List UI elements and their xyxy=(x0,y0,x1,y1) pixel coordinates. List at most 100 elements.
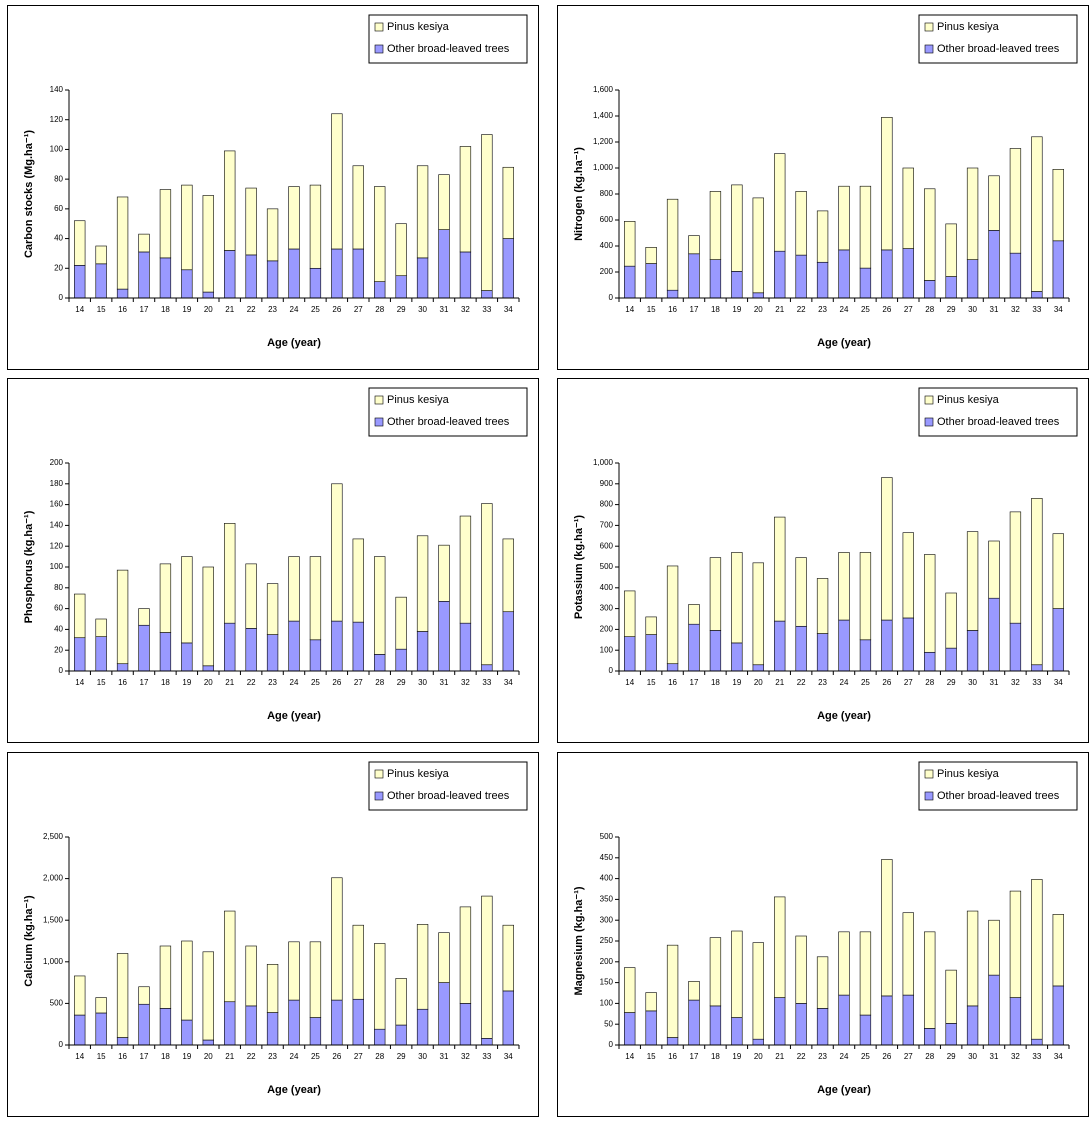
x-axis-label: Age (year) xyxy=(267,337,321,349)
y-tick-label: 700 xyxy=(600,521,614,530)
bar-segment xyxy=(752,664,764,672)
x-tick-label: 27 xyxy=(354,305,363,314)
y-tick-label: 150 xyxy=(600,978,614,987)
x-tick-label: 32 xyxy=(461,305,470,314)
x-tick-label: 28 xyxy=(925,305,934,314)
bar-segment xyxy=(74,265,86,299)
bar-segment xyxy=(816,261,829,299)
bar-segment xyxy=(95,245,107,265)
bar-segment xyxy=(731,271,743,299)
y-tick-label: 400 xyxy=(600,241,614,250)
x-tick-label: 24 xyxy=(840,1052,849,1061)
y-tick-label: 40 xyxy=(54,625,63,634)
bar-segment xyxy=(859,1014,872,1046)
bar-segment xyxy=(624,967,636,1013)
bar-segment xyxy=(1031,1038,1043,1046)
bar-segment xyxy=(395,1024,407,1046)
bar-segment xyxy=(624,636,636,672)
bar-segment xyxy=(881,117,893,251)
x-tick-label: 31 xyxy=(990,678,999,687)
x-tick-label: 19 xyxy=(182,305,191,314)
panel-border xyxy=(7,5,539,370)
bar-segment xyxy=(502,924,514,992)
bar-segment xyxy=(731,1017,743,1046)
bar-segment xyxy=(224,250,236,299)
bar-segment xyxy=(459,906,472,1004)
bar-segment xyxy=(481,290,493,299)
legend-swatch xyxy=(374,769,384,779)
bar-segment xyxy=(438,229,450,299)
bar-segment xyxy=(181,642,193,672)
bar-segment xyxy=(752,292,764,299)
bar-segment xyxy=(116,569,129,665)
bar-segment xyxy=(374,654,386,672)
bar-segment xyxy=(666,565,679,665)
x-tick-label: 28 xyxy=(925,1052,934,1061)
bar-segment xyxy=(502,611,514,672)
x-tick-label: 33 xyxy=(482,1052,491,1061)
x-tick-label: 15 xyxy=(647,305,656,314)
x-tick-label: 27 xyxy=(904,1052,913,1061)
bar-segment xyxy=(288,248,300,299)
bar-segment xyxy=(624,590,636,637)
bar-segment xyxy=(159,632,172,672)
y-tick-label: 80 xyxy=(54,174,63,183)
bar-segment xyxy=(116,288,129,299)
bar-segment xyxy=(309,941,322,1018)
y-tick-label: 0 xyxy=(59,1040,64,1049)
bar-segment xyxy=(816,633,829,672)
legend-label: Other broad-leaved trees xyxy=(387,790,510,802)
x-tick-label: 29 xyxy=(397,1052,406,1061)
bar-segment xyxy=(966,531,979,631)
x-tick-label: 23 xyxy=(818,305,827,314)
bar-segment xyxy=(688,623,700,672)
x-tick-label: 30 xyxy=(968,678,977,687)
legend-swatch xyxy=(374,395,384,405)
x-tick-label: 28 xyxy=(375,1052,384,1061)
bar-segment xyxy=(924,1028,936,1046)
bar-segment xyxy=(138,251,150,299)
y-tick-label: 20 xyxy=(54,263,63,272)
x-tick-label: 16 xyxy=(118,305,127,314)
y-tick-label: 1,600 xyxy=(593,85,614,94)
bar-segment xyxy=(774,997,786,1046)
chart-panel: 0 200 400 600 800 1,000 1,200 1,400 1,600 14 15 16 1… xyxy=(557,5,1089,370)
legend-swatch xyxy=(924,791,934,801)
bar-segment xyxy=(645,263,657,299)
bar-segment xyxy=(352,998,364,1046)
x-tick-label: 14 xyxy=(75,305,84,314)
x-tick-label: 21 xyxy=(775,678,784,687)
y-tick-label: 400 xyxy=(600,583,614,592)
bar-segment xyxy=(181,269,193,299)
y-tick-label: 200 xyxy=(50,458,64,467)
bar-segment xyxy=(374,1028,386,1046)
y-tick-label: 2,500 xyxy=(43,832,64,841)
x-tick-label: 17 xyxy=(690,1052,699,1061)
bar-segment xyxy=(159,257,172,299)
legend-swatch xyxy=(374,22,384,32)
bar-segment xyxy=(116,1037,129,1046)
bar-segment xyxy=(774,896,786,998)
bar-segment xyxy=(309,184,322,269)
bar-segment xyxy=(116,196,129,290)
bar-segment xyxy=(816,578,829,634)
bar-segment xyxy=(924,554,936,653)
legend-label: Pinus kesiya xyxy=(937,394,1000,406)
legend-swatch xyxy=(924,417,934,427)
bar-segment xyxy=(645,1010,657,1046)
x-tick-label: 27 xyxy=(354,678,363,687)
bar-segment xyxy=(138,1003,150,1046)
y-tick-label: 140 xyxy=(50,85,64,94)
x-tick-label: 15 xyxy=(647,1052,656,1061)
bar-segment xyxy=(266,634,279,672)
bar-segment xyxy=(838,994,850,1046)
bar-segment xyxy=(181,556,193,644)
x-tick-label: 25 xyxy=(311,1052,320,1061)
bar-segment xyxy=(374,281,386,299)
bar-segment xyxy=(838,249,850,299)
bar-segment xyxy=(859,639,872,672)
x-tick-label: 27 xyxy=(904,305,913,314)
x-tick-label: 28 xyxy=(925,678,934,687)
bar-segment xyxy=(116,663,129,672)
bar-segment xyxy=(752,197,764,294)
